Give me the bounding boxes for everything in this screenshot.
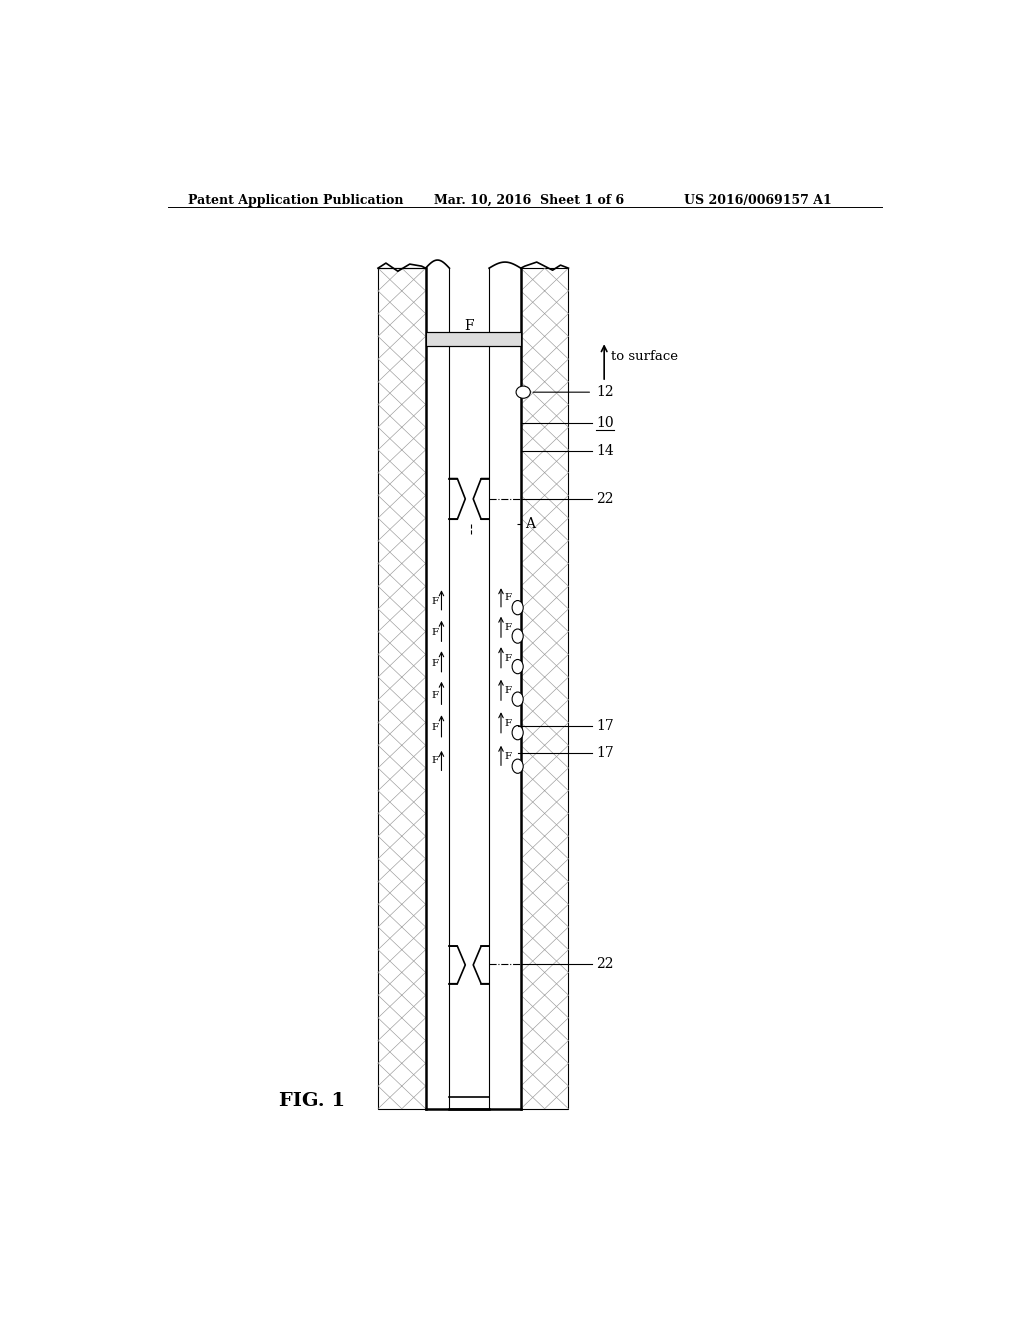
Text: F: F	[504, 719, 511, 729]
Circle shape	[512, 601, 523, 615]
Ellipse shape	[516, 385, 530, 399]
Circle shape	[512, 660, 523, 673]
Text: F: F	[504, 623, 511, 632]
Bar	[450, 268, 489, 1109]
Text: F: F	[431, 755, 438, 764]
Circle shape	[512, 630, 523, 643]
Text: US 2016/0069157 A1: US 2016/0069157 A1	[684, 194, 831, 207]
Text: o: o	[470, 748, 476, 758]
Text: F: F	[504, 653, 511, 663]
Text: A: A	[524, 517, 535, 532]
Text: 17: 17	[596, 746, 614, 760]
Text: F: F	[504, 751, 511, 760]
Text: F: F	[431, 690, 438, 700]
Bar	[426, 268, 521, 1109]
Text: 10: 10	[596, 416, 613, 430]
Bar	[521, 268, 568, 1109]
Text: o: o	[470, 718, 476, 727]
Circle shape	[512, 726, 523, 739]
Text: o: o	[470, 657, 476, 667]
Text: o: o	[449, 729, 454, 737]
Circle shape	[512, 692, 523, 706]
Text: FIG. 1: FIG. 1	[279, 1092, 345, 1110]
Text: 22: 22	[596, 957, 613, 972]
Text: F: F	[504, 593, 511, 602]
Text: o: o	[449, 663, 454, 671]
Bar	[426, 333, 521, 346]
Circle shape	[512, 759, 523, 774]
Text: o: o	[470, 627, 476, 635]
Text: F: F	[431, 597, 438, 606]
Text: o: o	[470, 688, 476, 697]
Text: F: F	[431, 627, 438, 636]
Text: o: o	[449, 762, 454, 770]
Text: Patent Application Publication: Patent Application Publication	[187, 194, 403, 207]
Text: F: F	[504, 686, 511, 696]
Text: 14: 14	[596, 444, 614, 458]
Text: o: o	[449, 696, 454, 704]
Text: Mar. 10, 2016  Sheet 1 of 6: Mar. 10, 2016 Sheet 1 of 6	[433, 194, 624, 207]
Bar	[378, 268, 426, 1109]
Text: F: F	[431, 723, 438, 733]
Text: o: o	[449, 632, 454, 640]
Text: F: F	[465, 319, 474, 333]
Text: F: F	[431, 659, 438, 668]
Text: 22: 22	[596, 492, 613, 506]
Text: o: o	[470, 599, 476, 609]
Text: o: o	[449, 603, 454, 611]
Text: 12: 12	[596, 385, 613, 399]
Text: 17: 17	[596, 718, 614, 733]
Text: to surface: to surface	[610, 350, 678, 363]
